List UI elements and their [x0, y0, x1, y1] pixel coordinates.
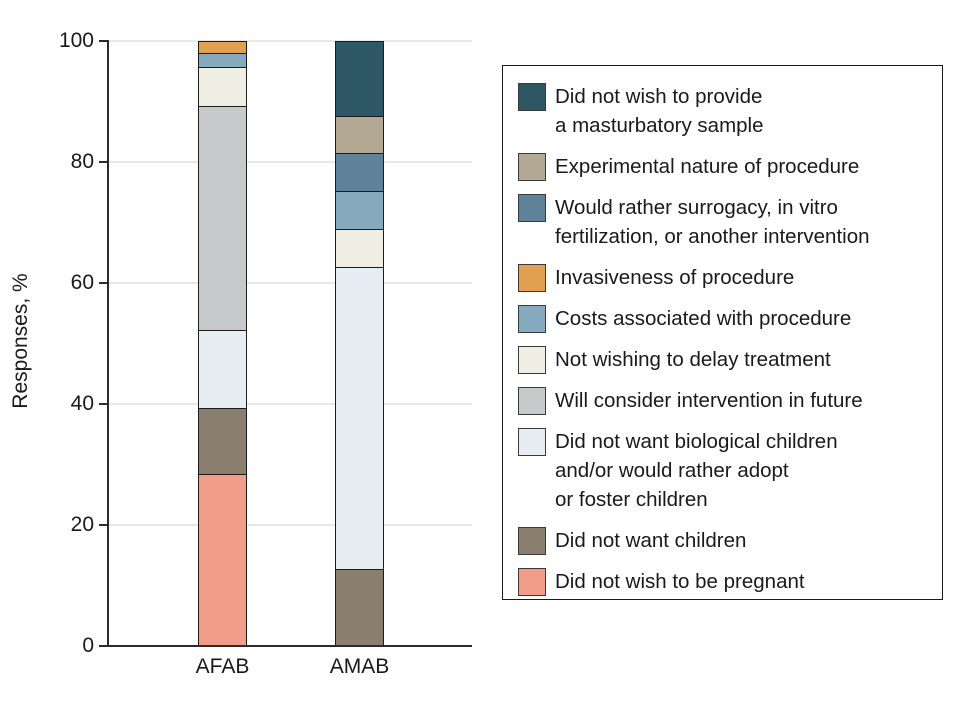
y-tick-label-80: 80	[70, 150, 94, 173]
bar-segment	[198, 41, 247, 55]
gridline-100	[109, 40, 472, 42]
legend-item: Did not want biological children and/or w…	[518, 427, 932, 514]
legend-swatch	[518, 568, 546, 596]
legend-label: Did not want biological children and/or w…	[555, 427, 838, 514]
legend-label-line: a masturbatory sample	[555, 114, 764, 137]
legend-label-line: Would rather surrogacy, in vitro	[555, 196, 838, 219]
bar-segment	[335, 570, 384, 646]
legend-label-line: Will consider intervention in future	[555, 389, 863, 412]
y-tick-label-20: 20	[70, 513, 94, 536]
bar-segment	[198, 474, 247, 646]
legend-label: Will consider intervention in future	[555, 386, 863, 415]
legend-item: Did not wish to be pregnant	[518, 567, 932, 596]
legend-swatch	[518, 305, 546, 333]
legend-label-line: Invasiveness of procedure	[555, 266, 795, 289]
y-tick-80	[99, 161, 107, 163]
y-tick-40	[99, 403, 107, 405]
legend-label-line: Did not wish to be pregnant	[555, 570, 805, 593]
y-tick-label-0: 0	[82, 634, 94, 657]
y-tick-label-100: 100	[58, 29, 94, 52]
gridline-20	[109, 524, 472, 526]
legend-label: Did not wish to provide a masturbatory sa…	[555, 82, 764, 140]
legend-swatch	[518, 83, 546, 111]
y-tick-label-40: 40	[70, 392, 94, 415]
y-tick-100	[99, 40, 107, 42]
legend-item: Did not want children	[518, 526, 932, 555]
bar-segment	[198, 409, 247, 475]
y-axis-line	[107, 40, 109, 647]
y-tick-20	[99, 524, 107, 526]
legend-label: Would rather surrogacy, in vitro fertiliz…	[555, 193, 870, 251]
legend-item: Experimental nature of procedure	[518, 152, 932, 181]
legend-label-line: and/or would rather adopt	[555, 459, 789, 482]
legend-label-line: Costs associated with procedure	[555, 307, 852, 330]
bar-segment	[335, 154, 384, 193]
legend-item: Not wishing to delay treatment	[518, 345, 932, 374]
legend-label-line: Experimental nature of procedure	[555, 155, 860, 178]
bar-segment	[335, 192, 384, 231]
legend-item: Will consider intervention in future	[518, 386, 932, 415]
bar-segment	[335, 230, 384, 268]
legend-label-line: fertilization, or another intervention	[555, 225, 870, 248]
legend-label: Costs associated with procedure	[555, 304, 851, 333]
bar-afab	[198, 41, 247, 646]
legend-swatch	[518, 527, 546, 555]
bar-segment	[198, 330, 247, 410]
bar-segment	[198, 106, 247, 331]
legend-label: Did not wish to be pregnant	[555, 567, 805, 596]
legend-label-line: Not wishing to delay treatment	[555, 348, 831, 371]
gridline-80	[109, 161, 472, 163]
legend-swatch	[518, 194, 546, 222]
legend-label: Not wishing to delay treatment	[555, 345, 831, 374]
legend-label: Did not want children	[555, 526, 746, 555]
legend-label: Invasiveness of procedure	[555, 263, 794, 292]
legend-label-line: Did not wish to provide	[555, 85, 763, 108]
legend-item: Costs associated with procedure	[518, 304, 932, 333]
plot-area	[109, 40, 472, 646]
legend-label-line: Did not want children	[555, 529, 747, 552]
legend-item: Would rather surrogacy, in vitro fertiliz…	[518, 193, 932, 251]
bar-segment	[198, 67, 247, 107]
y-tick-60	[99, 282, 107, 284]
bar-segment	[335, 116, 384, 155]
bar-segment	[198, 54, 247, 68]
x-axis-label-amab: AMAB	[329, 655, 390, 678]
bar-amab	[335, 41, 384, 646]
legend-label: Experimental nature of procedure	[555, 152, 859, 181]
gridline-40	[109, 403, 472, 405]
legend-swatch	[518, 387, 546, 415]
legend-item: Did not wish to provide a masturbatory sa…	[518, 82, 932, 140]
legend-swatch	[518, 153, 546, 181]
y-tick-0	[99, 645, 107, 647]
legend-label-line: or foster children	[555, 488, 708, 511]
bar-segment	[335, 267, 384, 571]
bar-segment	[335, 41, 384, 117]
legend-swatch	[518, 264, 546, 292]
x-axis-line	[107, 645, 472, 647]
gridline-60	[109, 282, 472, 284]
x-axis-label-afab: AFAB	[195, 655, 250, 678]
legend-swatch	[518, 346, 546, 374]
legend: Did not wish to provide a masturbatory sa…	[502, 65, 943, 600]
y-tick-label-60: 60	[70, 271, 94, 294]
legend-item: Invasiveness of procedure	[518, 263, 932, 292]
legend-label-line: Did not want biological children	[555, 430, 838, 453]
legend-swatch	[518, 428, 546, 456]
